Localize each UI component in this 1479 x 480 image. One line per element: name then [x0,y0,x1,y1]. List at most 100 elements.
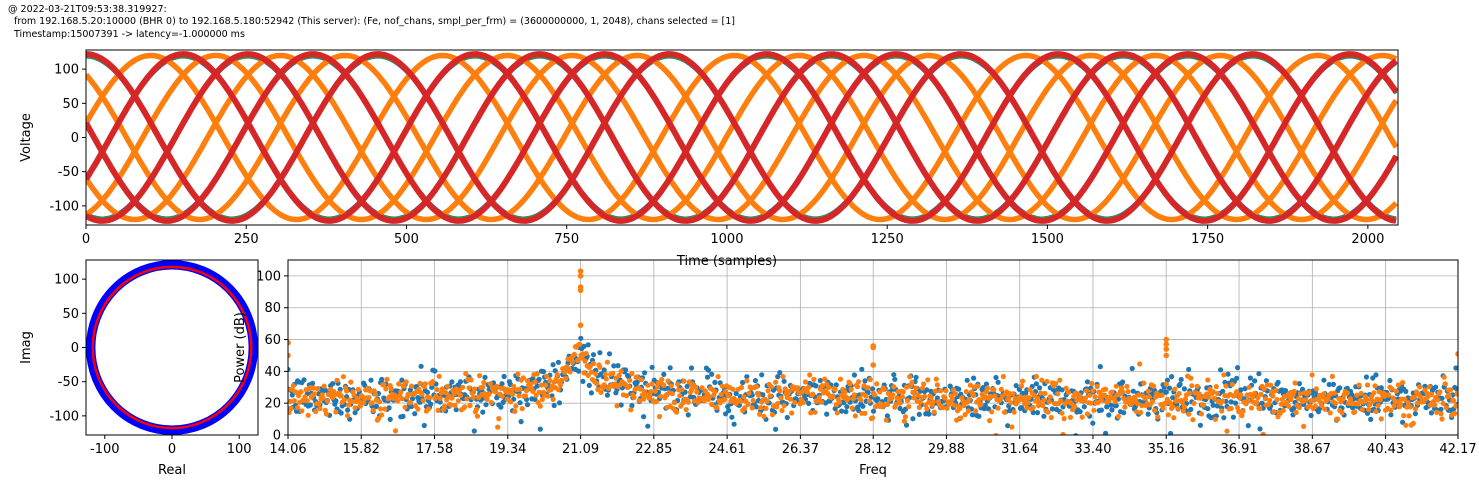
spectrum-point [1376,389,1382,395]
spectrum-point [1265,401,1272,408]
spectrum-point [723,411,729,417]
spectrum-point [540,369,547,375]
spectrum-point [950,387,957,393]
spectrum-point [1329,373,1335,379]
spectrum-point [742,405,748,411]
spectrum-point [844,404,850,410]
spectrum-plot-xtick-label: 40.43 [1367,442,1404,457]
spectrum-point [1455,390,1458,396]
spectrum-point [1360,443,1365,448]
spectrum-point [749,405,755,411]
spectrum-point [756,392,762,398]
spectrum-point [334,377,340,383]
spectrum-point [387,416,393,422]
spectrum-point [832,406,838,412]
spectrum-point [1194,383,1200,389]
spectrum-point [603,376,609,382]
spectrum-point [881,386,887,392]
spectrum-point [806,384,812,390]
spectrum-point [1122,404,1128,410]
spectrum-point [891,372,897,378]
spectrum-point [1296,381,1302,387]
spectrum-point [817,377,823,384]
spectrum-point [1082,395,1088,401]
spectrum-point [1453,365,1458,371]
spectrum-point [345,413,351,419]
spectrum-point [1282,388,1289,394]
spectrum-point [1124,383,1130,389]
spectrum-point [388,386,394,392]
spectrum-point [435,407,441,413]
spectrum-point [532,379,538,385]
spectrum-point [499,381,505,387]
spectrum-point [1061,416,1067,422]
spectrum-point [1067,414,1074,420]
spectrum-point [800,399,806,406]
spectrum-point [884,413,891,419]
spectrum-point [1121,410,1127,416]
spectrum-point [434,387,440,393]
spectrum-point [988,393,994,399]
spectrum-point [512,408,518,414]
spectrum-peak-point [288,339,291,346]
spectrum-point [1400,380,1406,386]
spectrum-point [1125,389,1131,395]
spectrum-point [313,408,319,415]
spectrum-point [638,377,645,383]
spectrum-point [938,388,944,394]
spectrum-point [448,402,454,408]
spectrum-point [1313,386,1319,392]
iq-plot-xtick-label: 100 [227,442,252,457]
spectrum-point [903,384,910,390]
spectrum-point [1286,403,1292,409]
spectrum-point [848,386,854,392]
spectrum-point [593,371,599,377]
spectrum-point [634,379,640,385]
spectrum-point [611,363,617,369]
spectrum-point [764,398,770,404]
spectrum-point [652,388,658,394]
spectrum-point [594,380,600,387]
spectrum-point [641,396,647,402]
spectrum-point [453,407,459,413]
spectrum-point [323,411,329,417]
spectrum-point [338,393,344,399]
spectrum-point [1025,400,1031,406]
spectrum-point [1242,386,1248,392]
spectrum-point [1045,409,1051,415]
spectrum-point [654,384,661,390]
spectrum-point [1234,375,1240,381]
spectrum-point [760,392,766,398]
spectrum-point [349,398,355,404]
spectrum-point [637,386,644,392]
spectrum-point [626,384,632,390]
spectrum-point [345,407,351,413]
iq-plot-ytick-label: 50 [62,307,79,322]
spectrum-point [545,393,551,399]
spectrum-point [677,393,683,399]
spectrum-point [1091,407,1097,413]
spectrum-point [1030,404,1036,411]
spectrum-point [452,402,458,409]
spectrum-point [480,409,486,415]
spectrum-point [962,412,968,418]
spectrum-point [890,392,896,398]
spectrum-point [330,381,336,387]
spectrum-point [1259,400,1265,406]
spectrum-point [1352,409,1358,415]
iq-plot-ytick-label: -50 [58,375,79,390]
spectrum-point [1136,392,1142,398]
iq-red-ring [91,265,253,430]
spectrum-point [288,366,291,373]
spectrum-point [709,371,715,377]
spectrum-point [1079,414,1085,420]
spectrum-point [769,412,776,418]
waveform-series-line [86,51,1397,224]
spectrum-point [530,388,536,394]
spectrum-point [405,391,411,397]
spectrum-point [975,383,981,389]
spectrum-point [1275,379,1281,385]
spectrum-point [1254,399,1260,405]
spectrum-point [493,389,499,395]
